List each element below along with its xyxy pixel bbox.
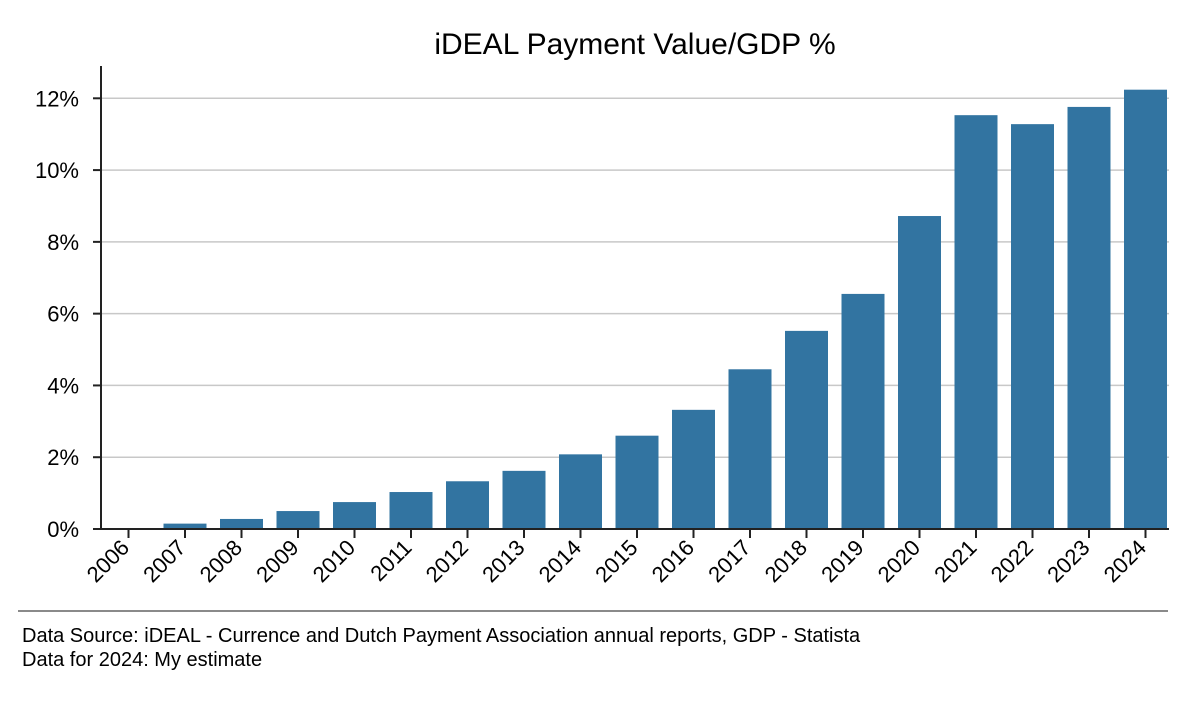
bar-2021 [954,115,998,529]
x-tick-label: 2015 [590,535,642,587]
x-tick-label: 2007 [138,535,190,587]
bar-2018 [785,330,828,529]
bar-2024 [1124,89,1167,530]
bars [163,89,1167,530]
x-tick-label: 2006 [82,535,134,587]
x-tick-label: 2014 [534,535,586,587]
y-tick-label: 2% [47,445,79,470]
gridlines [101,97,1169,458]
bar-2016 [672,409,715,529]
x-tick-label: 2011 [365,535,416,586]
data-source-note: Data Source: iDEAL - Currence and Dutch … [22,625,861,647]
y-tick-label: 8% [47,230,79,255]
axes [100,66,1169,530]
bar-2019 [841,293,885,529]
bar-2011 [389,492,433,529]
bar-2023 [1067,106,1111,529]
x-tick-label: 2008 [195,535,247,587]
bar-2017 [728,369,772,529]
y-ticks: 0% 2% 4% 6% 8% 10% 12% [35,86,101,542]
y-tick-label: 12% [35,86,79,111]
bar-2013 [502,470,546,529]
chart-title: iDEAL Payment Value/GDP % [434,28,835,61]
bar-2022 [1011,124,1054,529]
x-tick-label: 2017 [703,535,755,587]
x-tick-label: 2016 [647,535,699,587]
y-tick-label: 0% [47,517,79,542]
x-tick-label: 2010 [308,535,360,587]
bar-2012 [446,481,489,529]
x-tick-label: 2013 [477,535,529,587]
x-tick-label: 2019 [816,535,868,587]
bar-2010 [333,502,376,529]
bar-2014 [559,454,602,529]
x-tick-label: 2022 [986,535,1038,587]
bar-2015 [615,435,659,529]
x-tick-label: 2020 [873,535,925,587]
bar-chart: iDEAL Payment Value/GDP % 0% 2% 4% 6% 8% 10% 1… [35,28,1169,587]
x-tick-label: 2024 [1099,535,1151,587]
x-tick-label: 2023 [1042,535,1094,587]
footer-divider [18,610,1168,612]
x-ticks: 2006 2007 2008 2009 2010 2011 2012 2013 2014 2015… [82,529,1151,587]
bar-2009 [276,511,320,529]
y-tick-label: 6% [47,302,79,327]
x-tick-label: 2012 [421,535,473,587]
bar-2020 [898,216,941,529]
x-tick-label: 2021 [929,535,981,587]
y-tick-label: 10% [35,158,79,183]
bar-2008 [220,518,263,529]
bar-2007 [163,523,207,529]
estimate-note: Data for 2024: My estimate [22,649,263,671]
y-tick-label: 4% [47,373,79,398]
x-tick-label: 2018 [760,535,812,587]
x-tick-label: 2009 [251,535,303,587]
